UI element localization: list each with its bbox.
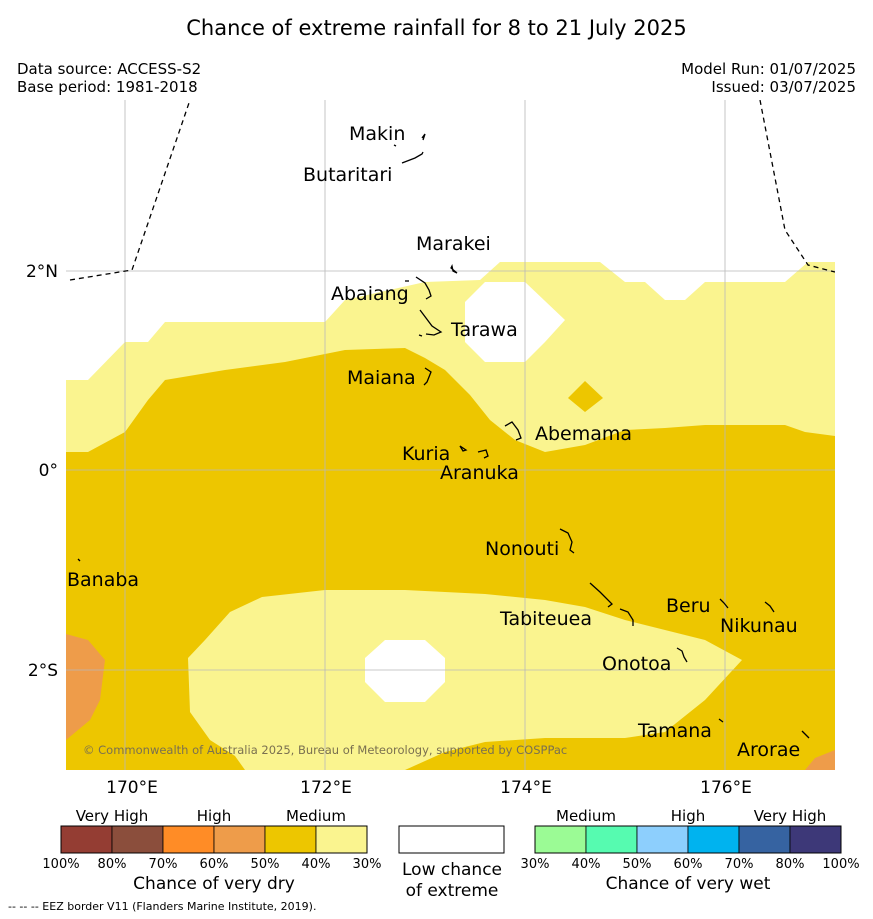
base-period-text: Base period: 1981-2018 xyxy=(17,78,198,96)
label-marakei: Marakei xyxy=(416,233,491,255)
legend-wet-tick-label: 60% xyxy=(674,857,703,872)
dry-medium-patch xyxy=(568,381,603,412)
legend-dry-swatch xyxy=(213,825,266,854)
island-outlines xyxy=(77,133,810,739)
legend-wet-tick-label: 30% xyxy=(521,857,550,872)
legend-wet-swatch xyxy=(534,825,587,854)
model-run-text: Model Run: 01/07/2025 xyxy=(681,60,856,78)
legend-low-caption-2: of extreme xyxy=(406,881,499,901)
legend-wet-swatches xyxy=(534,825,842,854)
label-abaiang: Abaiang xyxy=(331,283,409,305)
lon-tick-170: 170°E xyxy=(106,778,158,798)
legend-wet: Medium High Very High 30% 40% 50% 60% 70% 80%… xyxy=(521,807,860,894)
data-source-info: Data source: ACCESS-S2 Base period: 1981… xyxy=(17,60,201,96)
lat-tick-0: 0° xyxy=(39,461,58,481)
legend-wet-header-medium: Medium xyxy=(556,807,616,825)
legend-low-chance: Low chance of extreme xyxy=(398,825,505,901)
dry-light-region-south xyxy=(188,590,742,770)
legend-dry-tick-label: 100% xyxy=(42,857,79,872)
low-chance-patch-south xyxy=(365,640,445,702)
label-tamana: Tamana xyxy=(637,720,712,742)
legend-dry-header-medium: Medium xyxy=(286,807,346,825)
legend-wet-tick-label: 100% xyxy=(822,857,859,872)
lon-tick-176: 176°E xyxy=(700,778,752,798)
legend-low-swatch xyxy=(398,825,505,854)
label-beru: Beru xyxy=(666,595,711,617)
copyright-notice: © Commonwealth of Australia 2025, Bureau… xyxy=(83,743,567,757)
eez-note: -- -- -- EEZ border V11 (Flanders Marine… xyxy=(8,900,317,913)
legend-dry-frame xyxy=(60,825,368,854)
legend-dry-swatch xyxy=(315,825,368,854)
legend-dry-ticks: 100% 80% 70% 60% 50% 40% 30% xyxy=(42,857,381,872)
legend-dry-tick-label: 80% xyxy=(98,857,127,872)
legend-wet-swatch xyxy=(585,825,638,854)
label-tabiteuea: Tabiteuea xyxy=(499,608,592,630)
label-nonouti: Nonouti xyxy=(485,538,559,560)
legend-dry-caption: Chance of very dry xyxy=(133,874,295,894)
legend-low-caption-1: Low chance xyxy=(402,860,502,880)
label-abemama: Abemama xyxy=(535,423,632,445)
dry-high-patch-west xyxy=(66,634,105,740)
legend-dry-swatches xyxy=(60,825,368,854)
label-makin: Makin xyxy=(349,123,405,145)
label-aranuka: Aranuka xyxy=(440,462,519,484)
issued-text: Issued: 03/07/2025 xyxy=(711,78,856,96)
legend-wet-frame xyxy=(534,825,842,854)
legend-dry-tick-label: 40% xyxy=(302,857,331,872)
legend-dry-swatch xyxy=(264,825,317,854)
legend-dry-header-very-high: Very High xyxy=(76,807,149,825)
low-chance-patch-north xyxy=(465,282,565,362)
dry-high-patch-southeast xyxy=(805,750,835,770)
legend-wet-caption: Chance of very wet xyxy=(606,874,771,894)
label-kuria: Kuria xyxy=(402,443,450,465)
legend-wet-header-very-high: Very High xyxy=(754,807,827,825)
legend-dry-tick-label: 70% xyxy=(149,857,178,872)
legend-dry-swatch xyxy=(111,825,164,854)
legend-wet-tick-label: 40% xyxy=(572,857,601,872)
legend-dry-swatch xyxy=(162,825,215,854)
legend-wet-tick-label: 50% xyxy=(623,857,652,872)
label-nikunau: Nikunau xyxy=(720,615,798,637)
map-title: Chance of extreme rainfall for 8 to 21 J… xyxy=(186,16,687,40)
legend-wet-ticks: 30% 40% 50% 60% 70% 80% 100% xyxy=(521,857,860,872)
lat-tick-2s: 2°S xyxy=(28,661,58,681)
lat-tick-2n: 2°N xyxy=(26,262,58,282)
map-area: Makin Butaritari Marakei Abaiang Tarawa … xyxy=(66,100,835,770)
legend-wet-swatch xyxy=(636,825,689,854)
legend-dry-tick-label: 30% xyxy=(353,857,382,872)
legend-wet-swatch xyxy=(687,825,740,854)
label-onotoa: Onotoa xyxy=(602,653,671,675)
label-butaritari: Butaritari xyxy=(303,164,392,186)
graticule xyxy=(66,100,835,770)
legend-dry-swatch xyxy=(60,825,113,854)
eez-border xyxy=(69,100,835,281)
run-info: Model Run: 01/07/2025 Issued: 03/07/2025 xyxy=(681,60,856,96)
label-banaba: Banaba xyxy=(67,569,139,591)
legend-wet-header-high: High xyxy=(671,807,705,825)
legend-wet-swatch xyxy=(738,825,791,854)
label-arorae: Arorae xyxy=(737,739,800,761)
legend-wet-tick-label: 70% xyxy=(725,857,754,872)
legend-wet-tick-label: 80% xyxy=(776,857,805,872)
legend-dry: Very High High Medium 100% 80% 70% 60% 50% 40… xyxy=(42,807,381,894)
data-source-text: Data source: ACCESS-S2 xyxy=(17,60,202,78)
lon-tick-174: 174°E xyxy=(500,778,552,798)
legend-wet-swatch xyxy=(789,825,842,854)
legend-dry-tick-label: 60% xyxy=(200,857,229,872)
label-maiana: Maiana xyxy=(347,367,416,389)
legend-dry-header-high: High xyxy=(197,807,231,825)
label-tarawa: Tarawa xyxy=(450,319,518,341)
legend-dry-tick-label: 50% xyxy=(251,857,280,872)
lon-tick-172: 172°E xyxy=(300,778,352,798)
